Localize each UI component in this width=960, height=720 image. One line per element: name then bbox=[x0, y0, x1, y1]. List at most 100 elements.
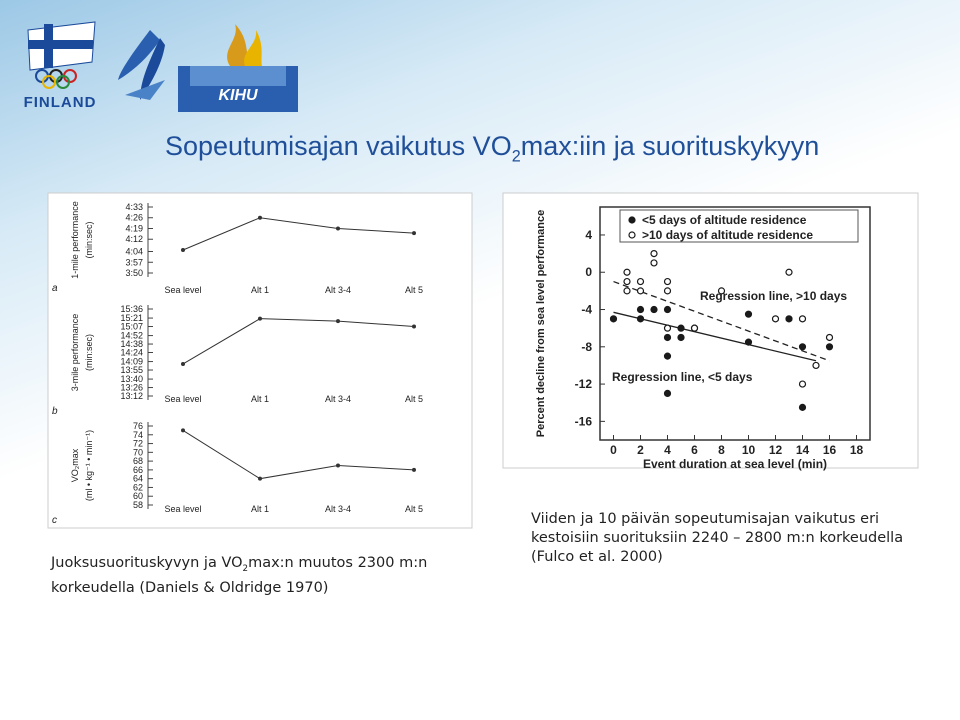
logo-text: KIHU bbox=[218, 87, 258, 104]
point bbox=[717, 287, 726, 295]
x-tick-label: Alt 5 bbox=[405, 285, 423, 295]
plot-frame bbox=[599, 206, 871, 441]
point bbox=[798, 315, 807, 323]
y-tick-label: 14:38 bbox=[120, 339, 143, 349]
x-tick-label: 18 bbox=[850, 443, 864, 457]
x-tick-label: 10 bbox=[742, 443, 756, 457]
x-tick-label: Alt 5 bbox=[405, 504, 423, 514]
point bbox=[609, 315, 618, 323]
point bbox=[336, 319, 340, 324]
regression-line bbox=[613, 280, 830, 362]
point bbox=[623, 277, 631, 286]
point bbox=[825, 343, 834, 351]
title-text: Sopeutumisajan vaikutus VO bbox=[165, 131, 512, 161]
y-tick-label: 4:12 bbox=[125, 234, 143, 244]
x-tick-label: Sea level bbox=[164, 504, 201, 514]
y-tick-label: 4:26 bbox=[125, 213, 143, 223]
point bbox=[677, 324, 685, 332]
legend-label: <5 days of altitude residence bbox=[642, 213, 807, 227]
y-tick-label: 4:19 bbox=[125, 223, 143, 233]
y-tick-label: -16 bbox=[575, 414, 593, 428]
panel-label: c bbox=[52, 515, 57, 526]
point bbox=[623, 287, 631, 295]
y-tick-label: -4 bbox=[581, 303, 592, 317]
y-tick-label: 4 bbox=[585, 228, 592, 242]
x-tick-label: Alt 3-4 bbox=[325, 504, 351, 514]
flag-cross bbox=[28, 40, 93, 49]
y-axis-unit: (min:sec) bbox=[84, 221, 94, 258]
point bbox=[690, 324, 699, 332]
legend-label: >10 days of altitude residence bbox=[642, 228, 813, 242]
point bbox=[663, 287, 672, 295]
y-tick-label: 62 bbox=[133, 482, 143, 492]
x-tick-label: 0 bbox=[610, 443, 617, 457]
y-tick-label: 4:33 bbox=[125, 202, 143, 212]
regression-line bbox=[613, 311, 817, 362]
y-tick-label: 4:04 bbox=[125, 247, 143, 257]
legend-marker bbox=[628, 216, 636, 224]
point bbox=[412, 467, 416, 472]
slide-title: Sopeutumisajan vaikutus VO2max:iin ja su… bbox=[165, 131, 819, 166]
point bbox=[636, 287, 645, 295]
point bbox=[663, 324, 672, 332]
y-tick-label: 13:26 bbox=[120, 383, 143, 393]
legend-frame bbox=[619, 209, 859, 243]
y-tick-label: 60 bbox=[133, 491, 143, 501]
figure-frame bbox=[502, 192, 919, 469]
annotation: Regression line, >10 days bbox=[700, 289, 847, 303]
y-axis-unit: (min:sec) bbox=[84, 334, 94, 371]
y-tick-label: 76 bbox=[133, 421, 143, 431]
x-tick-label: 6 bbox=[691, 443, 698, 457]
x-tick-label: 4 bbox=[664, 443, 671, 457]
olympic-logo: FINLAND bbox=[24, 21, 96, 111]
point bbox=[636, 305, 645, 314]
y-tick-label: 66 bbox=[133, 465, 143, 475]
point bbox=[825, 333, 834, 342]
annotation: Regression line, <5 days bbox=[612, 370, 753, 384]
caption: Juoksusuorituskyvyn ja VO2max:n muutos 2… bbox=[51, 554, 461, 598]
point bbox=[663, 352, 672, 360]
point bbox=[663, 277, 672, 286]
point bbox=[181, 428, 185, 433]
caption: Viiden ja 10 päivän sopeutumisajan vaiku… bbox=[531, 511, 904, 565]
y-tick-label: 3:57 bbox=[125, 257, 143, 267]
point bbox=[623, 268, 631, 276]
x-tick-label: Alt 3-4 bbox=[325, 285, 351, 295]
line bbox=[182, 429, 415, 480]
point bbox=[663, 305, 672, 314]
title-text: max:iin ja suorituskykyyn bbox=[520, 131, 820, 161]
point bbox=[336, 226, 340, 231]
x-axis-title: Event duration at sea level (min) bbox=[643, 457, 827, 471]
point bbox=[412, 324, 416, 329]
x-tick-label: Alt 5 bbox=[405, 394, 423, 404]
y-tick-label: 13:55 bbox=[120, 365, 143, 375]
paralympic-logo bbox=[118, 30, 165, 100]
y-tick-label: 68 bbox=[133, 456, 143, 466]
x-tick-label: Sea level bbox=[164, 285, 201, 295]
panel-label: b bbox=[52, 406, 58, 417]
x-tick-label: Alt 1 bbox=[251, 394, 269, 404]
y-tick-label: 70 bbox=[133, 447, 143, 457]
point bbox=[785, 315, 793, 323]
y-tick-label: -12 bbox=[575, 377, 593, 391]
line bbox=[182, 318, 415, 365]
figure-frame bbox=[47, 192, 473, 529]
point bbox=[258, 476, 262, 481]
y-tick-label: 14:52 bbox=[120, 331, 143, 341]
y-axis-title: Percent decline from sea level performan… bbox=[535, 210, 547, 437]
y-tick-label: 15:36 bbox=[120, 304, 143, 314]
y-tick-label: 14:24 bbox=[120, 348, 143, 358]
y-axis-unit: (ml • kg⁻¹ • min⁻¹) bbox=[84, 430, 94, 501]
point bbox=[650, 305, 658, 314]
y-axis-title: 1-mile performance bbox=[70, 201, 80, 279]
panel-label: a bbox=[52, 283, 58, 294]
point bbox=[181, 247, 185, 252]
point bbox=[798, 380, 807, 388]
legend-marker bbox=[628, 231, 636, 239]
point bbox=[181, 361, 185, 366]
point bbox=[677, 333, 685, 342]
point bbox=[663, 389, 672, 397]
y-tick-label: 58 bbox=[133, 500, 143, 510]
